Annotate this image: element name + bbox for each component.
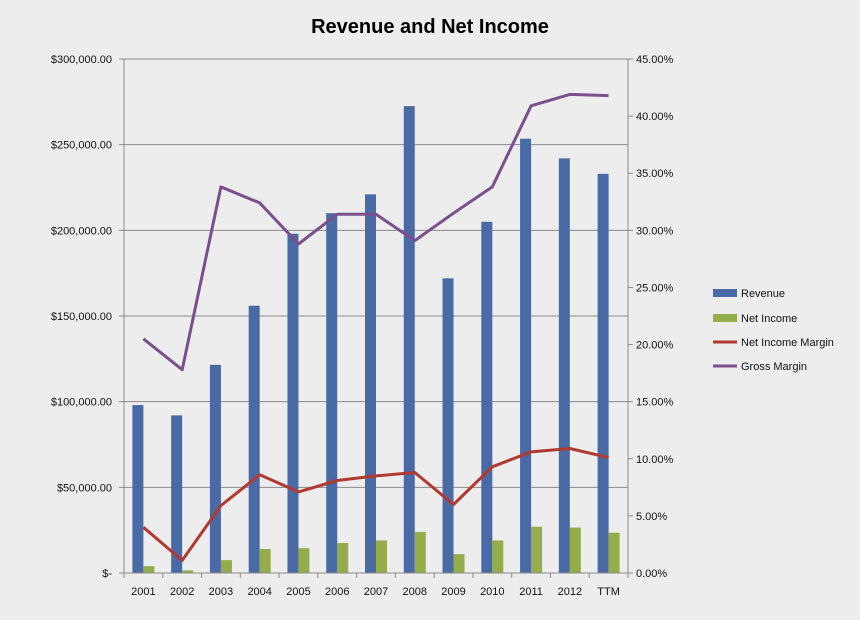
net-income-bar [298, 548, 310, 573]
legend-label: Gross Margin [741, 361, 807, 373]
net-income-bar [531, 526, 543, 573]
revenue-bar [248, 305, 260, 573]
y-right-tick-label: 0.00% [636, 568, 667, 580]
legend-swatch [713, 314, 737, 322]
legend-label: Net Income Margin [741, 337, 834, 349]
x-tick-label: 2007 [364, 586, 388, 598]
x-tick-label: 2006 [325, 586, 349, 598]
net-income-bar [182, 570, 194, 573]
revenue-bar [171, 415, 183, 573]
y-right-tick-label: 45.00% [636, 54, 674, 66]
x-tick-label: 2011 [519, 586, 543, 598]
x-tick-label: 2005 [286, 586, 310, 598]
net-income-bar [492, 540, 504, 573]
legend-label: Net Income [741, 313, 797, 325]
x-tick-label: 2004 [247, 586, 271, 598]
x-tick-label: 2012 [558, 586, 582, 598]
y-left-tick-label: $50,000.00 [57, 482, 112, 494]
y-right-tick-label: 20.00% [636, 340, 674, 352]
chart-title: Revenue and Net Income [311, 16, 549, 38]
series-lines [142, 92, 609, 562]
revenue-bar [481, 221, 493, 573]
y-right-tick-label: 25.00% [636, 282, 674, 294]
revenue-bar [132, 405, 144, 573]
revenue-bar [520, 138, 532, 574]
legend-label: Revenue [741, 288, 785, 300]
y-right-tick-label: 5.00% [636, 511, 667, 523]
net-income-bar [569, 527, 581, 573]
legend-swatch [713, 289, 737, 297]
x-tick-label: 2001 [131, 586, 155, 598]
x-tick-label: 2010 [480, 586, 504, 598]
gross-margin-line [142, 92, 609, 372]
y-right-tick-label: 30.00% [636, 225, 674, 237]
revenue-bar [209, 364, 221, 573]
y-right-tick-label: 40.00% [636, 111, 674, 123]
x-tick-label: 2008 [403, 586, 427, 598]
x-tick-label: TTM [597, 586, 620, 598]
x-tick-label: 2002 [170, 586, 194, 598]
net-income-bar [376, 540, 387, 573]
y-left-tick-label: $- [102, 568, 112, 580]
net-income-bar [453, 554, 465, 573]
net-income-bar [143, 566, 155, 573]
bars [132, 106, 620, 574]
net-income-bar [414, 531, 426, 573]
x-tick-label: 2009 [441, 586, 465, 598]
revenue-bar [558, 158, 570, 573]
legend: Revenue Net Income Net Income Margin Gross … [713, 288, 834, 373]
revenue-bar [287, 233, 299, 573]
y-left-tick-label: $300,000.00 [51, 54, 112, 66]
y-left-tick-label: $150,000.00 [51, 311, 112, 323]
x-tick-label: 2003 [209, 586, 233, 598]
net-income-bar [608, 532, 620, 573]
y-left-tick-label: $200,000.00 [51, 225, 112, 237]
revenue-bar [597, 173, 609, 573]
net-income-bar [259, 549, 271, 573]
y-right-tick-label: 10.00% [636, 454, 674, 466]
axes: $- $50,000.00 $100,000.00 $150,000.00 $200,0… [51, 54, 674, 598]
y-left-tick-label: $100,000.00 [51, 397, 112, 409]
revenue-bar [365, 194, 376, 573]
revenue-bar [326, 213, 338, 573]
net-income-bar [220, 560, 232, 573]
y-right-tick-label: 35.00% [636, 168, 674, 180]
y-left-tick-label: $250,000.00 [51, 140, 112, 152]
revenue-bar [442, 278, 454, 573]
net-income-margin-line [142, 447, 609, 562]
revenue-bar [403, 106, 415, 573]
y-right-tick-label: 15.00% [636, 397, 674, 409]
net-income-bar [337, 543, 349, 573]
